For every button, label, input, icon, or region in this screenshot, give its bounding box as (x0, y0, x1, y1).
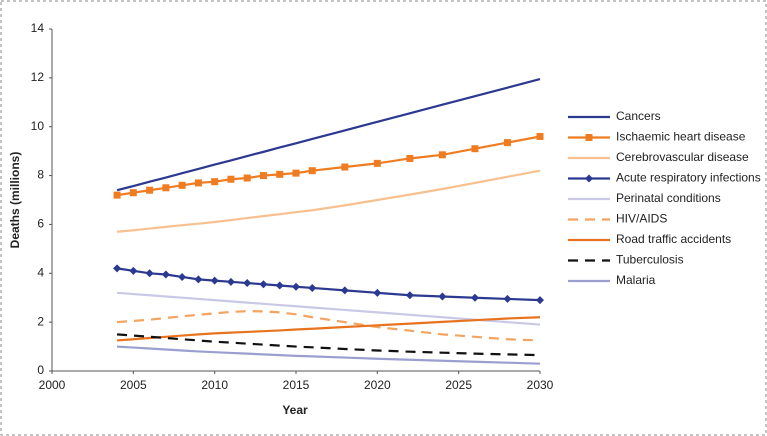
data-point (503, 294, 512, 303)
data-point (145, 269, 154, 278)
data-point (406, 154, 414, 162)
data-point (536, 296, 544, 305)
y-tick-label: 8 (37, 168, 44, 182)
data-point (470, 293, 479, 302)
legend-label: Malaria (616, 273, 656, 287)
series-line (116, 333, 541, 357)
series-line (116, 310, 541, 342)
legend-label: Acute respiratory infections (616, 171, 761, 185)
series-line (117, 345, 541, 365)
data-point (308, 167, 316, 175)
data-point (194, 275, 203, 284)
legend-label: HIV/AIDS (616, 212, 667, 226)
series-line (116, 78, 541, 192)
series-line (116, 169, 541, 233)
data-point (227, 175, 235, 183)
data-point (226, 277, 235, 286)
data-point (178, 272, 187, 281)
y-tick-label: 4 (37, 265, 44, 279)
data-point (129, 189, 137, 197)
x-tick-label: 2025 (445, 378, 472, 392)
legend-label: Road traffic accidents (616, 232, 731, 246)
series-line (116, 316, 541, 342)
data-point (373, 288, 382, 297)
y-tick-label: 0 (37, 363, 44, 377)
x-tick-label: 2010 (201, 378, 228, 392)
x-axis-title: Year (282, 403, 308, 417)
legend-label: Tuberculosis (616, 253, 684, 267)
data-point (259, 280, 268, 289)
data-point (276, 170, 284, 178)
series-line (116, 291, 541, 326)
data-point (292, 282, 300, 291)
data-point (340, 286, 349, 295)
data-point (373, 159, 381, 167)
legend-label: Cancers (616, 109, 661, 123)
data-point (308, 283, 317, 292)
y-tick-label: 2 (37, 314, 44, 328)
data-point (259, 172, 267, 180)
data-point (438, 151, 446, 159)
y-tick-label: 12 (31, 70, 45, 84)
x-tick-label: 2030 (527, 378, 554, 392)
legend-marker (585, 134, 593, 141)
data-point (243, 174, 251, 182)
y-tick-label: 10 (31, 119, 45, 133)
data-point (292, 169, 300, 177)
x-tick-label: 2015 (283, 378, 310, 392)
data-point (536, 132, 544, 140)
data-point (113, 264, 122, 273)
data-point (341, 163, 349, 171)
y-tick-label: 14 (31, 21, 45, 35)
x-tick-label: 2005 (120, 378, 147, 392)
legend-label: Ischaemic heart disease (616, 130, 746, 144)
data-point (113, 191, 121, 199)
legend-label: Perinatal conditions (616, 191, 721, 205)
data-point (178, 181, 186, 189)
legend-label: Cerebrovascular disease (616, 150, 749, 164)
data-point (146, 186, 154, 194)
x-tick-label: 2020 (364, 378, 391, 392)
data-point (194, 179, 202, 187)
data-point (210, 276, 219, 285)
data-point (161, 270, 170, 279)
y-axis-title: Deaths (millions) (8, 152, 22, 249)
y-tick-label: 6 (37, 217, 44, 231)
data-point (129, 266, 138, 275)
data-point (438, 292, 447, 301)
data-point (471, 145, 479, 153)
legend-marker (585, 174, 593, 183)
data-point (275, 281, 284, 290)
data-point (243, 279, 252, 288)
data-point (211, 178, 219, 186)
data-point (503, 139, 511, 147)
x-tick-label: 2000 (39, 378, 66, 392)
data-point (162, 184, 170, 192)
data-point (405, 291, 414, 300)
